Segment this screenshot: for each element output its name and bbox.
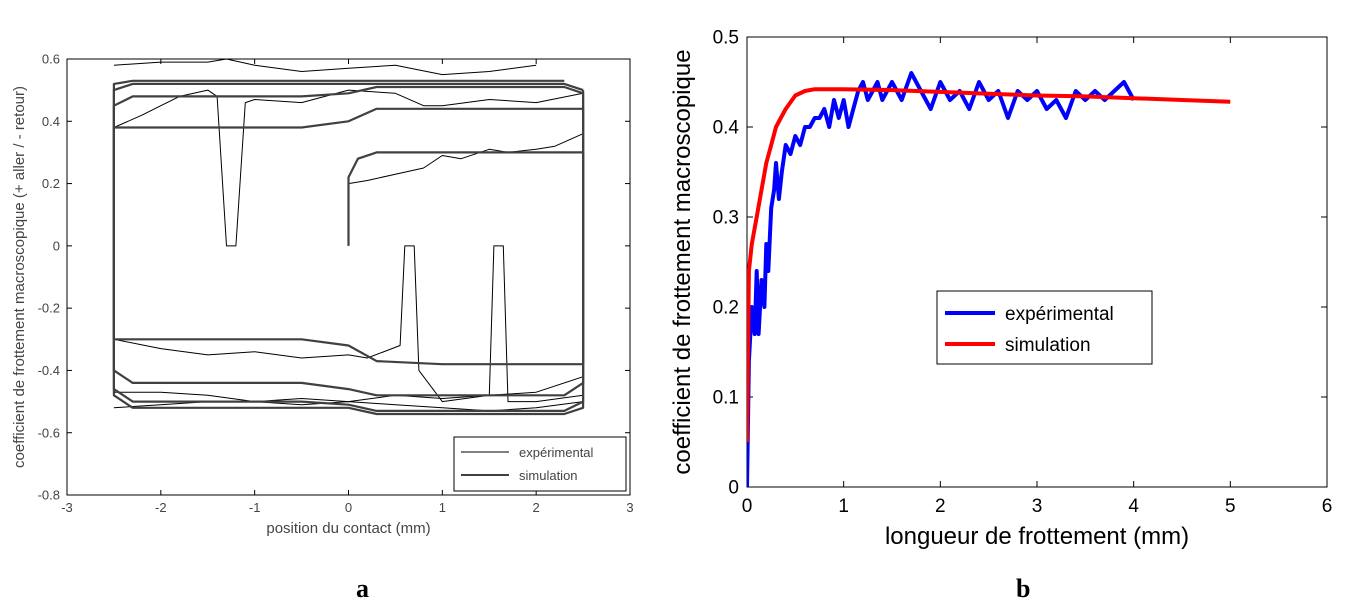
series-line-simulation (747, 87, 1231, 443)
y-tick-label: 0.4 (42, 114, 60, 129)
y-tick-label: 0.6 (42, 52, 60, 67)
y-tick-label: -0.8 (38, 488, 60, 503)
series-line-simulation (112, 82, 585, 412)
series-line-expérimental (747, 71, 1136, 487)
x-tick-label: -1 (249, 500, 261, 515)
x-tick-label: 4 (1128, 496, 1139, 517)
series-line-expérimental (113, 59, 537, 76)
x-tick-label: 3 (1032, 496, 1043, 517)
series-line-expérimental (348, 133, 584, 185)
x-tick-label: -3 (61, 500, 73, 515)
y-tick-label: 0.3 (713, 208, 739, 229)
y-tick-label: -0.6 (38, 425, 60, 440)
y-tick-label: 0.5 (713, 28, 739, 49)
x-tick-label: 1 (439, 500, 446, 515)
legend-box (453, 436, 627, 492)
series-line-simulation (112, 107, 585, 366)
series-line-expérimental (113, 245, 584, 403)
legend-label: expérimental (519, 445, 594, 460)
legend-box (936, 290, 1153, 365)
x-tick-label: -2 (155, 500, 167, 515)
y-tick-label: -0.2 (38, 301, 60, 316)
y-tick-label: -0.4 (38, 363, 60, 378)
chart-a: -3 -2 -1 0 1 2 3 0.6 0.4 0.2 0 -0.2 -0.4 -0.6 -0.8 posi… (11, 52, 634, 537)
x-tick-label: 2 (935, 496, 946, 517)
y-tick-label: 0.2 (713, 298, 739, 319)
y-tick-label: 0.2 (42, 176, 60, 191)
legend-label: expérimental (1005, 304, 1114, 325)
x-tick-label: 0 (345, 500, 352, 515)
series-line-simulation (112, 85, 585, 397)
y-tick-label: 0.4 (713, 118, 740, 139)
x-tick-label: 1 (838, 496, 849, 517)
legend-label: simulation (1005, 335, 1091, 356)
y-tick-label: 0.1 (713, 388, 739, 409)
y-tick-label: 0 (53, 238, 60, 253)
series-line-expérimental (113, 89, 584, 247)
chart-b: 0 1 2 3 4 5 6 0.5 0.4 0.3 0.2 0.1 0 longueur de frott… (669, 28, 1333, 550)
x-tick-label: 3 (626, 500, 633, 515)
x-tick-label: 5 (1225, 496, 1236, 517)
plot-frame (66, 58, 631, 496)
panel-label-b: b (1016, 574, 1031, 603)
y-axis-label: coefficient de frottement macroscopique … (11, 86, 28, 468)
x-tick-label: 0 (742, 496, 753, 517)
series-line-simulation (112, 79, 585, 416)
x-tick-label: 6 (1322, 496, 1333, 517)
x-axis-label: position du contact (mm) (266, 520, 430, 537)
plot-frame (746, 36, 1328, 488)
y-axis-label: coefficient de frottement macroscopique (669, 49, 696, 474)
x-tick-label: 2 (533, 500, 540, 515)
legend-label: simulation (519, 468, 578, 483)
panel-label-a: a (356, 574, 369, 603)
y-tick-label: 0 (728, 478, 739, 499)
x-axis-label: longueur de frottement (mm) (885, 523, 1189, 550)
